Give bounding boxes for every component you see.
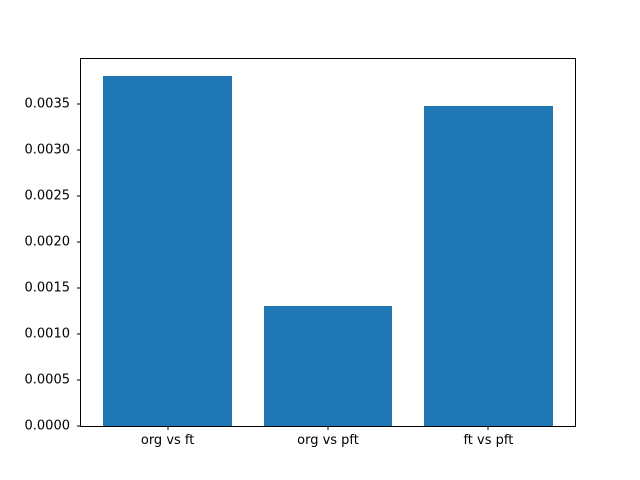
x-axis-tick — [487, 426, 489, 430]
x-axis-tick-label: ft vs pft — [463, 433, 514, 448]
bar-ft-vs-pft — [424, 105, 553, 426]
y-axis-tick — [77, 333, 81, 335]
y-axis-tick-label: 0.0000 — [24, 418, 71, 434]
bar-org-vs-ft — [103, 76, 232, 426]
bar-org-vs-pft — [263, 306, 393, 426]
plot-area: org vs ft org vs pft ft vs pft 0.0000 0.0005… — [25, 58, 576, 447]
x-axis-tick-label: org vs pft — [297, 433, 359, 448]
y-axis-tick — [77, 103, 81, 105]
y-axis-tick-label: 0.0025 — [24, 188, 71, 204]
y-axis-tick — [77, 149, 81, 151]
x-axis-tick — [167, 426, 169, 430]
y-axis-tick — [77, 425, 81, 427]
y-axis-tick-label: 0.0035 — [24, 96, 71, 112]
x-axis-tick — [327, 426, 329, 430]
y-axis-tick — [77, 241, 81, 243]
x-axis-tick-label: org vs ft — [140, 433, 195, 448]
y-axis-tick-label: 0.0005 — [24, 372, 71, 388]
y-axis-tick — [77, 287, 81, 289]
y-axis-tick-label: 0.0015 — [24, 280, 71, 296]
y-axis-tick-label: 0.0020 — [24, 234, 71, 250]
y-axis-tick-label: 0.0030 — [24, 142, 71, 158]
y-axis-tick-label: 0.0010 — [24, 326, 71, 342]
y-axis-tick — [77, 379, 81, 381]
y-axis-tick — [77, 195, 81, 197]
